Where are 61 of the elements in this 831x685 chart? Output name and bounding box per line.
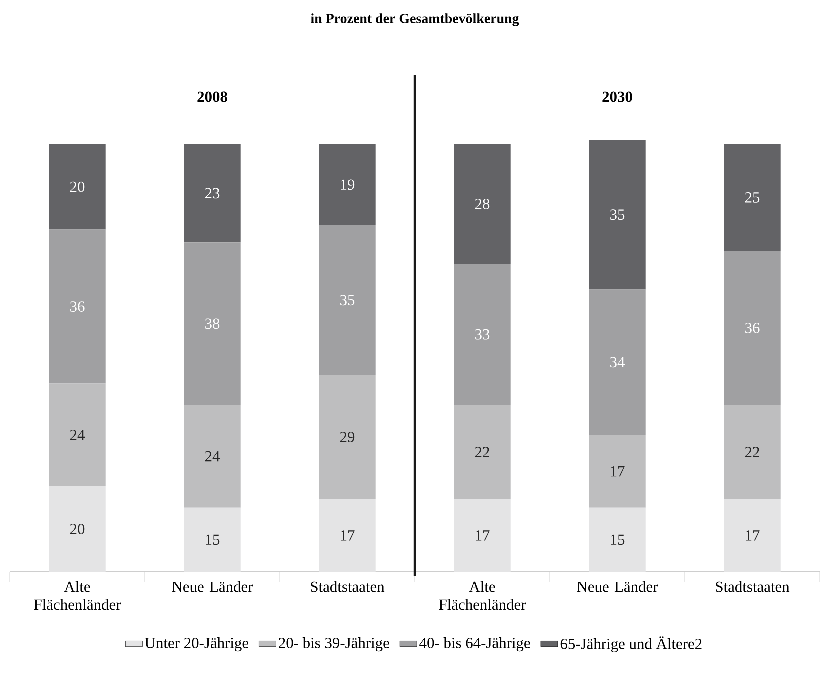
bar (319, 226, 376, 376)
bar (589, 508, 646, 572)
data-label: 38 (206, 318, 220, 330)
bar (454, 264, 511, 406)
bar (589, 290, 646, 436)
data-label: 17 (611, 466, 625, 477)
data-label: 22 (745, 447, 760, 458)
bar (184, 144, 241, 243)
x-tick-label: Neue Länder (577, 581, 658, 592)
data-label: 33 (476, 329, 490, 340)
data-label: 35 (610, 210, 625, 220)
x-tick-label: Alte Flächenländer (34, 581, 122, 610)
data-label: 15 (611, 534, 625, 546)
data-label: 34 (610, 357, 625, 368)
bar (454, 499, 511, 572)
bar (184, 405, 241, 508)
data-label: 17 (341, 530, 355, 541)
bar (184, 242, 241, 406)
data-label: 24 (70, 430, 85, 440)
legend-label: Unter 20-Jährige (145, 638, 248, 652)
bar (724, 251, 781, 406)
data-label: 17 (476, 530, 490, 541)
bar (724, 144, 781, 252)
x-tick-label: Stadtstaaten (716, 581, 790, 592)
data-label: 36 (746, 323, 760, 334)
x-tick-label: Alte Flächenländer (439, 581, 526, 610)
bar (319, 144, 376, 226)
data-label: 23 (205, 188, 220, 199)
data-label: 17 (746, 530, 760, 541)
data-label: 24 (205, 451, 220, 462)
bar (589, 435, 646, 508)
data-label: 36 (70, 302, 85, 312)
bar (724, 405, 781, 500)
bar (49, 230, 106, 384)
bar (49, 384, 106, 486)
data-label: 15 (206, 534, 220, 546)
text: 2008 (198, 92, 228, 102)
legend-label: 40- bis 64-Jährige (420, 638, 530, 652)
bar (319, 499, 376, 572)
data-label: 19 (341, 180, 355, 190)
x-tick-label: Neue Länder (172, 581, 254, 592)
bar (319, 375, 376, 500)
bar (184, 508, 241, 572)
bar (49, 486, 106, 572)
legend-label: 20- bis 39-Jährige (279, 638, 390, 652)
data-label: 22 (475, 447, 490, 458)
data-label: 35 (340, 295, 355, 306)
data-label: 29 (340, 432, 355, 442)
bar (589, 140, 646, 290)
bar (49, 144, 106, 230)
data-label: 20 (70, 182, 85, 192)
data-label: 25 (745, 192, 760, 203)
x-tick-label: Stadtstaaten (311, 581, 385, 592)
text: 2030 (602, 92, 632, 102)
bar (454, 405, 511, 500)
data-label: 20 (70, 524, 85, 534)
bar (454, 144, 511, 264)
bar (724, 499, 781, 572)
legend-label: 65-Jährige und Ältere2 (560, 636, 702, 652)
chart-title: in Prozent der Gesamtbevölkerung (311, 14, 520, 26)
data-label: 28 (475, 198, 490, 210)
